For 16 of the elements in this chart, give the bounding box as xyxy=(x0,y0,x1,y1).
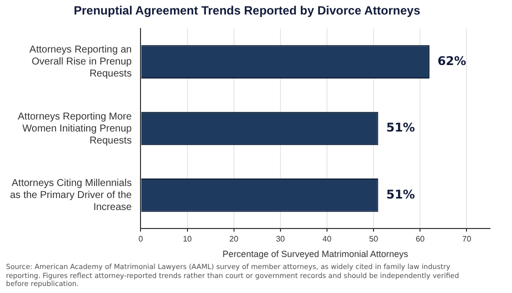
y-tick-label: Attorneys Reporting More Women Initiating Prenup Requests xyxy=(18,111,132,146)
data-label: 51% xyxy=(386,187,415,202)
data-label: 62% xyxy=(437,54,466,68)
x-tick-label: 50 xyxy=(369,234,379,244)
x-tick-label: 0 xyxy=(138,234,144,244)
x-tick-label: 30 xyxy=(276,234,286,244)
data-label: 51% xyxy=(386,120,415,135)
x-tick-label: 40 xyxy=(322,234,332,244)
x-tick-label: 10 xyxy=(182,234,192,244)
chart-title: Prenuptial Agreement Trends Reported by Divorce Attorneys xyxy=(74,4,421,18)
y-tick-label: Attorneys Citing Millennials as the Primary Driver of the Increase xyxy=(10,178,132,213)
x-tick-label: 70 xyxy=(462,234,472,244)
x-axis-title: Percentage of Surveyed Matrimonial Attorneys xyxy=(222,249,409,260)
x-tick-label: 20 xyxy=(229,234,239,244)
x-tick-label: 60 xyxy=(416,234,426,244)
y-tick-label: Attorneys Reporting an Overall Rise in Prenup Requests xyxy=(29,44,132,80)
